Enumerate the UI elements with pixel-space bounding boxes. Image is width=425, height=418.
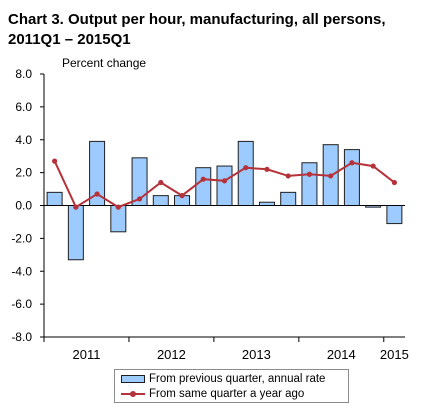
legend-line-label: From same quarter a year ago (149, 388, 305, 400)
line-point-2014Q1 (306, 171, 313, 177)
line-point-2011Q1 (52, 158, 58, 164)
bar-2011Q1 (46, 191, 63, 207)
line-series (52, 158, 397, 210)
bar-2012Q4 (195, 167, 212, 207)
y-tick-label: 8.0 (15, 67, 32, 81)
bar-2013Q4 (280, 191, 297, 207)
line-point-2012Q2 (158, 179, 164, 186)
legend-item-bars: From previous quarter, annual rate (121, 372, 325, 386)
line-point-2015Q1 (391, 179, 397, 186)
x-year-label: 2014 (327, 347, 356, 362)
y-tick-label: -2.0 (11, 231, 32, 245)
y-axis-label: Percent change (62, 56, 146, 70)
axes (43, 74, 405, 342)
line-point-2013Q3 (264, 166, 270, 172)
x-axis-labels: 2011 2012 2013 2014 2015 (72, 347, 408, 362)
line-point-2013Q2 (243, 165, 249, 171)
x-year-label: 2012 (157, 347, 186, 362)
legend-bar-label: From previous quarter, annual rate (149, 373, 326, 385)
line-point-2012Q3 (179, 193, 185, 199)
y-tick-label: 2.0 (15, 166, 32, 180)
line-point-2014Q2 (328, 173, 334, 179)
y-tick-label: 4.0 (15, 133, 32, 147)
line-point-2011Q2 (73, 204, 79, 210)
bar-2014Q1 (301, 162, 318, 206)
chart-title: Chart 3. Output per hour, manufacturing,… (8, 10, 418, 50)
y-axis-ticks: 8.0 6.0 4.0 2.0 0.0 -2.0 -4.0 -6.0 -8.0 (11, 67, 44, 344)
y-tick-label: -8.0 (11, 330, 32, 344)
y-tick-label: 6.0 (15, 100, 32, 114)
x-year-label: 2013 (242, 347, 271, 362)
line-point-2011Q4 (115, 204, 121, 210)
bar-2011Q2 (67, 205, 84, 261)
legend-bar-swatch (121, 375, 145, 383)
chart-title-line2: 2011Q1 – 2015Q1 (8, 31, 131, 48)
line-point-2013Q4 (285, 173, 291, 179)
line-point-2011Q3 (94, 191, 100, 197)
line-point-2014Q3 (349, 160, 355, 166)
bar-2015Q1 (386, 205, 403, 225)
x-year-label: 2011 (72, 347, 100, 362)
y-tick-label: 0.0 (15, 199, 32, 213)
chart-title-line1: Chart 3. Output per hour, manufacturing,… (8, 11, 386, 28)
y-tick-label: -6.0 (11, 297, 32, 311)
legend-item-line: From same quarter a year ago (121, 387, 304, 401)
bar-series (46, 140, 403, 261)
bar-2013Q2 (237, 140, 254, 206)
line-point-2012Q1 (136, 196, 143, 202)
bar-2012Q2 (152, 195, 169, 206)
x-year-label: 2015 (380, 347, 409, 362)
y-tick-label: -4.0 (11, 264, 32, 278)
legend: From previous quarter, annual rate From … (114, 369, 349, 403)
bar-2014Q3 (343, 149, 360, 207)
line-point-2012Q4 (200, 176, 206, 182)
line-point-2013Q1 (221, 178, 228, 184)
legend-line-swatch (121, 389, 145, 399)
bar-2013Q1 (216, 165, 233, 207)
line-point-2014Q4 (370, 163, 376, 169)
